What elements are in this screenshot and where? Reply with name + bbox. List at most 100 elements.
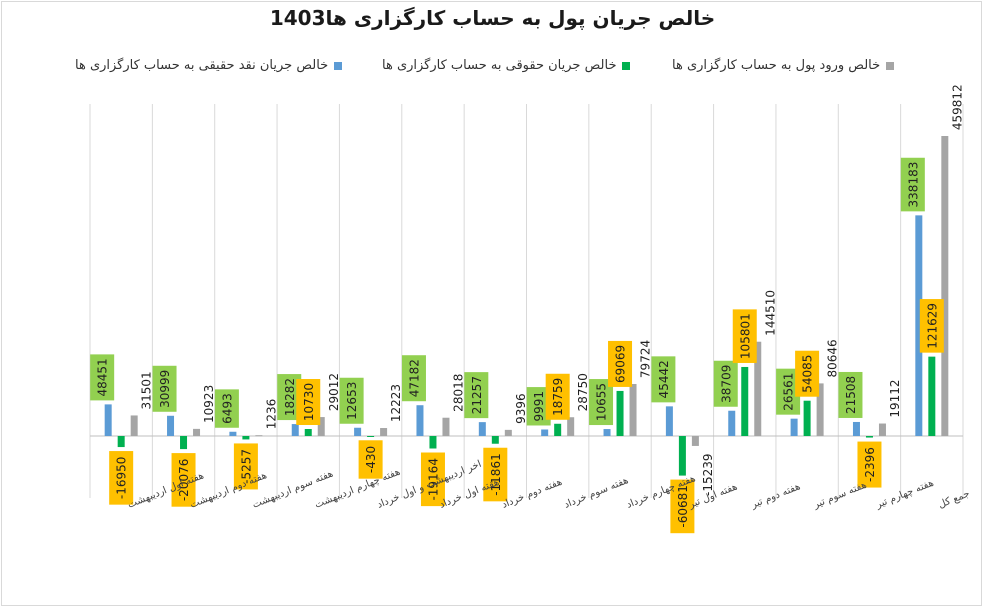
bar-legal <box>678 436 686 476</box>
bar-legal <box>117 436 125 448</box>
data-label-legal-box <box>795 350 820 397</box>
data-label-cash: 38709 <box>719 365 733 403</box>
bar-legal <box>554 423 562 436</box>
data-label-cash: 10655 <box>595 383 609 421</box>
bar-legal <box>367 436 375 437</box>
data-label-cash-box <box>90 354 115 401</box>
data-label-cash-group: 47182 <box>401 355 426 402</box>
data-label-cash-group: 18282 <box>277 374 302 421</box>
bar-total <box>442 417 450 436</box>
data-label-cash-group: 12653 <box>339 377 364 424</box>
data-label-cash-box <box>152 365 177 412</box>
data-label-legal-box <box>608 340 633 387</box>
data-label-legal-box <box>483 447 508 502</box>
data-label-total: 19112 <box>888 379 902 417</box>
data-label-cash: 6493 <box>220 393 234 424</box>
bar-total <box>504 429 512 436</box>
legend-swatch-total <box>886 61 895 70</box>
data-label-cash-box <box>526 387 551 426</box>
data-label-total: 144510 <box>763 290 777 336</box>
data-label-total: 28750 <box>576 373 590 411</box>
data-label-cash-group: 30999 <box>152 365 177 412</box>
bar-cash <box>603 429 611 436</box>
data-label-cash-group: 9991 <box>526 387 551 426</box>
bar-legal <box>928 356 936 436</box>
bar-legal <box>803 400 811 436</box>
bar-total <box>941 136 949 436</box>
data-label-legal-group: -430 <box>358 440 383 479</box>
data-label-total-group: 12223 <box>389 384 403 422</box>
data-label-total: 10923 <box>202 385 216 423</box>
bar-cash <box>354 427 362 436</box>
data-label-total: 28018 <box>451 374 465 412</box>
data-label-cash: 21508 <box>844 376 858 414</box>
bar-total <box>255 435 263 437</box>
bar-legal <box>429 436 437 449</box>
bar-total <box>130 415 138 436</box>
data-label-legal: 18759 <box>551 378 565 416</box>
data-label-total: 459812 <box>950 84 964 130</box>
category-tick-label: هفته سوم خرداد <box>563 475 630 511</box>
data-label-legal-box <box>358 440 383 479</box>
data-label-total-group: -15239 <box>701 453 715 496</box>
data-label-cash-group: 48451 <box>90 354 115 401</box>
data-label-legal-group: 54085 <box>795 350 820 397</box>
data-label-cash-group: 10655 <box>589 379 614 426</box>
bar-legal <box>304 428 312 436</box>
data-label-cash: 47182 <box>407 359 421 397</box>
legend: خالص جریان نقد حقیقی به حساب کارگزاری ها… <box>0 58 985 78</box>
data-label-legal: -2396 <box>863 447 877 482</box>
data-label-legal-box <box>109 451 134 505</box>
data-label-cash: 26561 <box>782 373 796 411</box>
data-label-legal-box <box>732 309 757 363</box>
category-tick-label: هفته دوم تیر <box>749 481 802 511</box>
data-label-total-group: 144510 <box>763 290 777 336</box>
data-label-cash-group: 6493 <box>214 389 239 428</box>
data-label-cash-box <box>776 368 801 415</box>
data-label-legal: -5257 <box>239 449 253 484</box>
data-label-total-group: 9396 <box>514 393 528 424</box>
data-label-total: 29012 <box>327 373 341 411</box>
bar-total <box>567 417 575 436</box>
data-label-total: 31501 <box>140 371 154 409</box>
data-label-cash-box <box>713 360 738 407</box>
data-label-cash: 338183 <box>906 162 920 208</box>
bar-total <box>629 383 637 436</box>
data-label-total: 79724 <box>639 340 653 378</box>
legend-swatch-cash <box>334 61 343 70</box>
data-label-cash: 21257 <box>470 376 484 414</box>
data-label-legal: -11861 <box>489 453 503 496</box>
data-label-legal: 69069 <box>614 345 628 383</box>
data-label-cash-group: 45442 <box>651 356 676 403</box>
category-tick-label: هفته دوم خرداد <box>500 477 563 511</box>
bar-cash <box>104 404 112 436</box>
legend-label-legal: خالص جریان حقوقی به حساب کارگزاری ها <box>382 58 617 73</box>
data-label-legal: -19164 <box>426 458 440 501</box>
data-label-cash-box <box>651 356 676 403</box>
data-label-legal-box <box>420 452 445 507</box>
data-label-total-group: 29012 <box>327 373 341 411</box>
data-label-total-group: 1236 <box>264 399 278 430</box>
chart-title: خالص جریان پول به حساب کارگزاری ها1403 <box>269 6 716 30</box>
bar-total <box>878 423 886 436</box>
bar-legal <box>616 390 624 436</box>
bar-cash <box>229 431 237 436</box>
data-label-total: 80646 <box>826 339 840 377</box>
data-label-total-group: 80646 <box>826 339 840 377</box>
data-label-cash-group: 21508 <box>838 371 863 418</box>
data-label-legal-group: -2396 <box>857 441 882 488</box>
data-label-cash: 18282 <box>283 378 297 416</box>
category-tick-label: هفته سوم تیر <box>811 480 868 512</box>
data-label-legal: -430 <box>364 446 378 473</box>
data-label-legal-group: 105801 <box>732 309 757 363</box>
data-label-cash-box <box>900 157 925 212</box>
legend-label-total: خالص ورود پول به حساب کارگزاری ها <box>672 58 881 73</box>
bar-legal <box>180 436 188 450</box>
data-label-cash: 48451 <box>96 358 110 396</box>
legend-swatch-legal <box>622 61 631 70</box>
data-label-total: 12223 <box>389 384 403 422</box>
data-label-cash-group: 38709 <box>713 360 738 407</box>
legend-item-total: خالص ورود پول به حساب کارگزاری ها <box>672 58 895 73</box>
